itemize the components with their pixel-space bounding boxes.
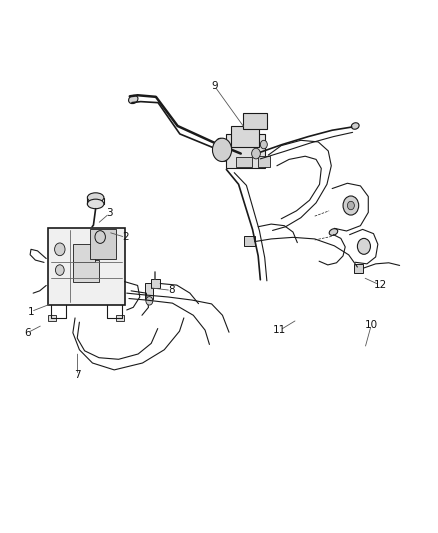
Bar	[231, 126, 259, 147]
Text: 10: 10	[365, 320, 378, 330]
Circle shape	[146, 296, 153, 305]
Text: 7: 7	[74, 370, 81, 380]
Circle shape	[343, 196, 359, 215]
Ellipse shape	[129, 95, 138, 103]
Bar	[244, 236, 254, 246]
Circle shape	[55, 243, 65, 256]
Text: 6: 6	[24, 328, 31, 338]
Text: 9: 9	[212, 81, 218, 91]
Circle shape	[252, 148, 260, 159]
Text: 8: 8	[168, 285, 174, 295]
Bar	[116, 316, 124, 320]
Ellipse shape	[87, 199, 104, 209]
Text: 3: 3	[106, 208, 113, 219]
Bar	[237, 157, 252, 167]
Bar	[48, 316, 56, 320]
Ellipse shape	[351, 123, 359, 129]
Bar	[90, 229, 117, 259]
Circle shape	[357, 238, 371, 254]
Bar	[151, 279, 160, 288]
Bar	[73, 261, 99, 281]
Ellipse shape	[87, 193, 104, 203]
Circle shape	[95, 231, 106, 244]
Circle shape	[56, 265, 64, 276]
Ellipse shape	[329, 229, 338, 236]
Text: 2: 2	[122, 232, 129, 243]
Ellipse shape	[215, 139, 229, 161]
Bar	[73, 244, 95, 262]
Bar	[145, 282, 153, 298]
Text: 1: 1	[28, 306, 34, 317]
Text: 12: 12	[374, 280, 387, 290]
Circle shape	[260, 140, 267, 149]
Bar	[48, 228, 124, 305]
Bar	[258, 156, 270, 167]
Bar	[226, 134, 265, 168]
Circle shape	[212, 138, 232, 161]
Bar	[243, 113, 267, 128]
Text: 11: 11	[273, 325, 286, 335]
Bar	[354, 264, 364, 273]
Circle shape	[347, 201, 354, 210]
